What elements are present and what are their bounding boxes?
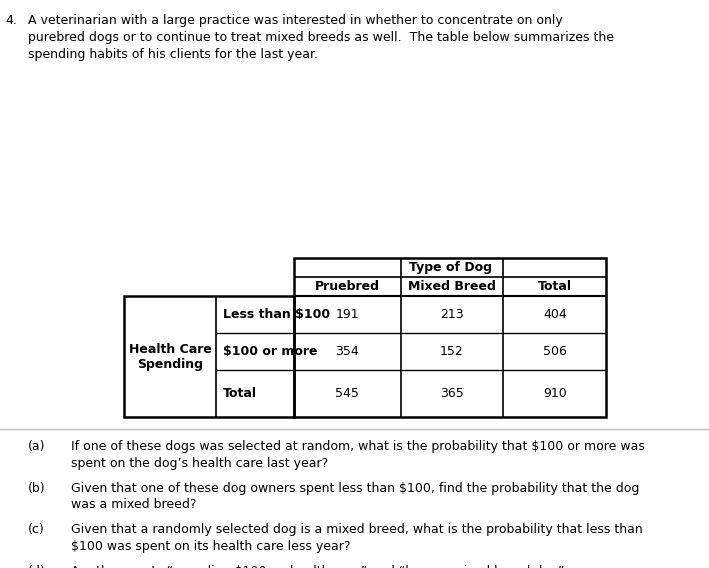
Text: (a): (a) (28, 440, 46, 453)
Text: 354: 354 (335, 345, 359, 358)
Text: Are the events “spending $100 on health care” and “have a mixed breed dog”
indep: Are the events “spending $100 on health … (71, 565, 564, 568)
Text: 152: 152 (440, 345, 464, 358)
Text: Mixed Breed: Mixed Breed (408, 280, 496, 293)
Text: Less than $100: Less than $100 (223, 308, 330, 321)
Text: 365: 365 (440, 387, 464, 400)
Text: If one of these dogs was selected at random, what is the probability that $100 o: If one of these dogs was selected at ran… (71, 440, 644, 470)
Text: A veterinarian with a large practice was interested in whether to concentrate on: A veterinarian with a large practice was… (28, 14, 615, 61)
Text: (d): (d) (28, 565, 46, 568)
Bar (124, 296, 294, 417)
Text: $100 or more: $100 or more (223, 345, 318, 358)
Text: (c): (c) (28, 523, 45, 536)
Text: Total: Total (538, 280, 571, 293)
Text: Pruebred: Pruebred (315, 280, 380, 293)
Text: 404: 404 (543, 308, 566, 321)
Text: 545: 545 (335, 387, 359, 400)
Text: Type of Dog: Type of Dog (408, 261, 492, 274)
Text: 4.: 4. (6, 14, 18, 27)
Text: 506: 506 (543, 345, 566, 358)
Text: (b): (b) (28, 482, 46, 495)
Text: Given that one of these dog owners spent less than $100, find the probability th: Given that one of these dog owners spent… (71, 482, 640, 511)
Text: Total: Total (223, 387, 257, 400)
Text: 910: 910 (543, 387, 566, 400)
Text: Given that a randomly selected dog is a mixed breed, what is the probability tha: Given that a randomly selected dog is a … (71, 523, 642, 553)
Text: Health Care
Spending: Health Care Spending (129, 343, 211, 371)
Text: 191: 191 (335, 308, 359, 321)
Text: 213: 213 (440, 308, 464, 321)
Bar (294, 258, 606, 417)
